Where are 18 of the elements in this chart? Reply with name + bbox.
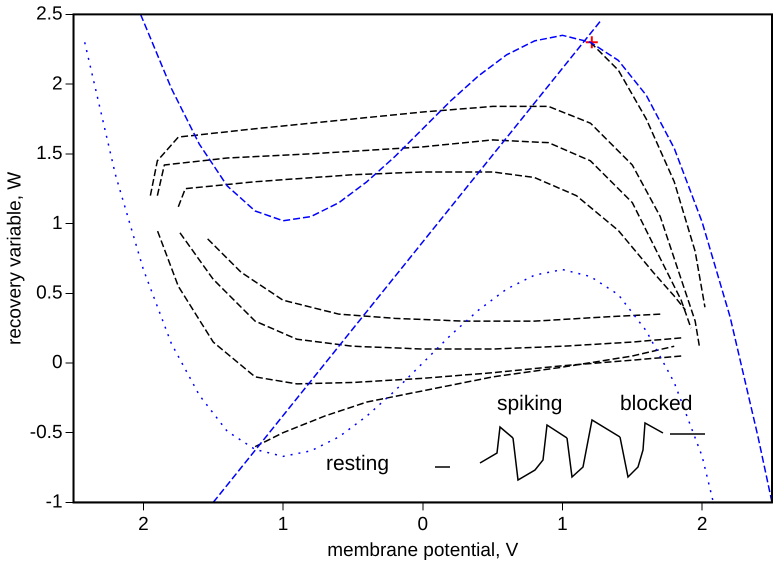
- y-tick-label: -0.5: [30, 422, 63, 443]
- x-tick-label: 2: [138, 514, 149, 536]
- x-tick-label: 0: [417, 514, 428, 536]
- x-tick-label: 1: [557, 514, 568, 536]
- y-tick-label: 0.5: [36, 282, 63, 304]
- y-tick-label: 0: [52, 352, 63, 374]
- annotation: spiking: [497, 392, 562, 416]
- y-tick-label: 2.5: [36, 4, 63, 25]
- y-axis-title: recovery variable, W: [4, 172, 26, 345]
- y-tick-label: 1.5: [36, 143, 63, 164]
- x-axis-title: membrane potential, V: [327, 540, 519, 561]
- x-tick-label: 2: [696, 514, 708, 536]
- y-tick-label: 1: [52, 212, 63, 234]
- y-tick-label: -1: [46, 492, 63, 513]
- y-tick-label: 2: [52, 73, 63, 94]
- x-tick-label: 1: [278, 514, 288, 536]
- annotation: blocked: [620, 392, 692, 416]
- annotation: resting: [326, 452, 390, 476]
